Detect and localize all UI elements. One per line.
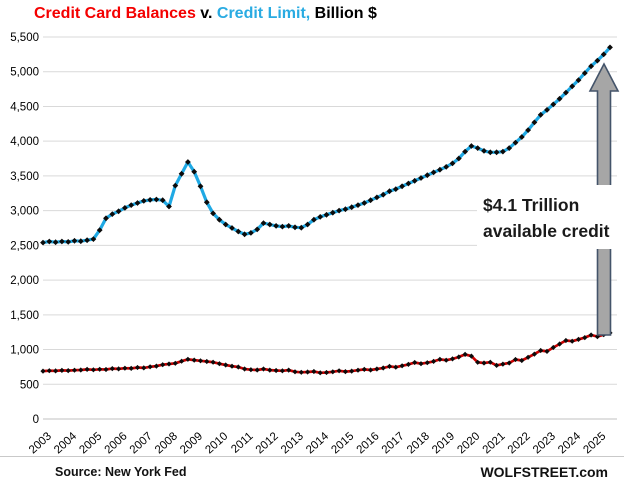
x-tick-label: 2007 (128, 430, 155, 456)
x-tick-label: 2008 (153, 430, 180, 456)
series-lines (40, 44, 613, 376)
y-tick-label: 3,000 (10, 206, 39, 218)
y-tick-label: 1,500 (10, 310, 39, 322)
annotation-line1: $4.1 Trillion (483, 195, 579, 215)
x-tick-label: 2025 (581, 430, 608, 456)
y-tick-label: 4,500 (10, 101, 39, 113)
x-tick-label: 2004 (52, 430, 79, 456)
x-tick-label: 2012 (254, 430, 281, 456)
x-tick-label: 2010 (203, 430, 230, 456)
x-tick-label: 2013 (279, 430, 306, 456)
x-tick-label: 2005 (77, 430, 104, 456)
x-tick-label: 2019 (430, 430, 457, 456)
x-tick-label: 2021 (481, 430, 508, 456)
footer: Source: New York Fed WOLFSTREET.com (0, 462, 624, 482)
chart-title: Credit Card Balances v. Credit Limit, Bi… (34, 5, 377, 23)
title-separator: v. (195, 5, 217, 22)
x-tick-label: 2024 (556, 430, 583, 456)
x-tick-label: 2014 (304, 430, 331, 456)
x-tick-label: 2023 (531, 430, 558, 456)
y-tick-label: 2,000 (10, 275, 39, 287)
title-limit-label: Credit Limit, (216, 5, 311, 22)
x-tick-label: 2011 (229, 430, 255, 455)
y-tick-label: 4,000 (10, 136, 39, 148)
y-tick-label: 5,500 (10, 32, 39, 44)
x-tick-label: 2018 (405, 430, 432, 456)
credit-card-balances-line (42, 331, 611, 375)
annotation-callout: $4.1 Trillion available credit (477, 185, 624, 249)
gridlines (43, 36, 617, 420)
annotation-bg (477, 185, 624, 249)
wolfstreet-logo: WOLFSTREET.com (480, 464, 608, 480)
line-chart: 0 500 1,000 1,500 2,000 2,500 3,000 3,500 4,000 4… (10, 32, 624, 456)
x-axis-labels: 2003200420052006200720082009201020112012… (27, 430, 608, 456)
y-tick-label: 5,000 (10, 67, 39, 79)
y-tick-label: 3,500 (10, 171, 39, 183)
credit-card-balances-markers (40, 330, 613, 376)
title-units-label: Billion $ (310, 5, 377, 22)
x-tick-label: 2006 (103, 430, 130, 456)
y-tick-label: 2,500 (10, 240, 39, 252)
x-tick-label: 2009 (178, 430, 205, 456)
x-tick-label: 2015 (329, 430, 356, 456)
y-axis-labels: 0 500 1,000 1,500 2,000 2,500 3,000 3,500 4,000 4… (10, 32, 39, 426)
annotation-line2: available credit (483, 221, 610, 241)
x-tick-label: 2016 (355, 430, 382, 456)
x-tick-label: 2017 (380, 430, 407, 456)
x-tick-label: 2003 (27, 430, 54, 456)
x-tick-label: 2022 (506, 430, 533, 456)
y-tick-label: 1,000 (10, 345, 39, 357)
footer-divider (0, 456, 624, 457)
source-note: Source: New York Fed (55, 465, 187, 479)
x-tick-label: 2020 (455, 430, 482, 456)
y-tick-label: 0 (33, 414, 39, 426)
title-balances-label: Credit Card Balances (34, 5, 196, 22)
y-tick-label: 500 (20, 379, 39, 391)
